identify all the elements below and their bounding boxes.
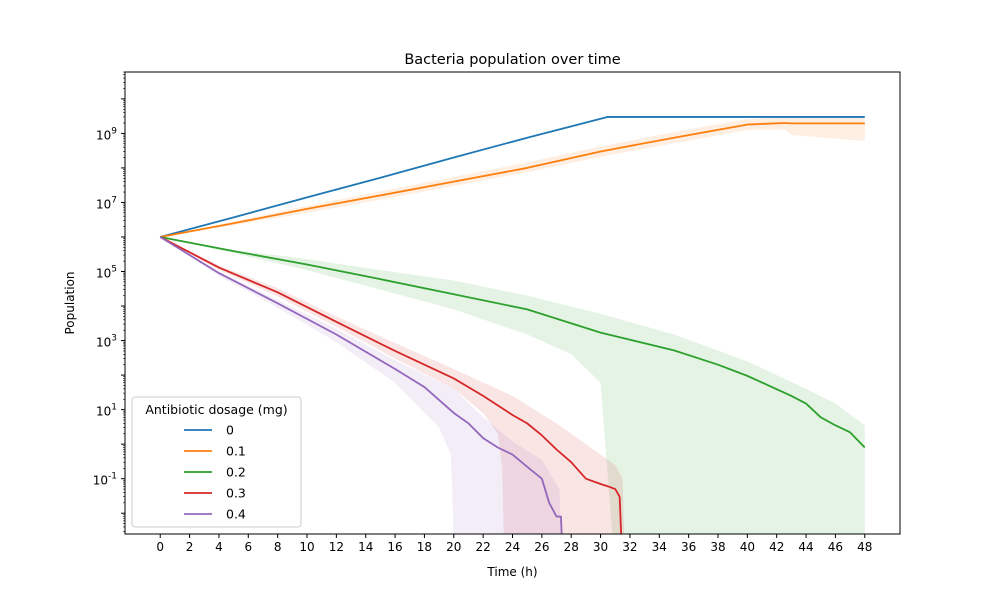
y-axis-label: Population: [63, 271, 77, 334]
x-tick-label: 40: [740, 540, 755, 554]
x-tick-label: 48: [857, 540, 872, 554]
legend-label: 0.2: [226, 465, 246, 480]
series-line-4: [159, 236, 563, 535]
x-axis: 0 2 4 6 8 10 12 14 16 18 20 22 24 26 28 30 32 34 36 38 40 42 4…: [156, 534, 872, 554]
series-lines: [159, 116, 866, 535]
x-tick-label: 16: [387, 540, 402, 554]
x-tick-label: 6: [244, 540, 252, 554]
x-tick-label: 14: [358, 540, 373, 554]
series-line-1: [160, 122, 865, 238]
legend-label: 0.3: [226, 486, 246, 501]
series-line-2: [160, 236, 866, 449]
series-band-1: [160, 116, 865, 237]
x-tick-label: 24: [505, 540, 520, 554]
x-tick-label: 2: [186, 540, 194, 554]
y-tick-label: 101: [96, 403, 117, 419]
x-tick-label: 44: [798, 540, 813, 554]
x-tick-label: 30: [593, 540, 608, 554]
series-band-4: [160, 236, 561, 535]
x-tick-label: 4: [215, 540, 223, 554]
x-tick-label: 38: [710, 540, 725, 554]
legend-label: 0.4: [226, 507, 246, 522]
series-band-3: [160, 236, 625, 535]
legend-box: [131, 396, 302, 528]
legend-label: 0: [226, 423, 234, 438]
x-tick-label: 20: [446, 540, 461, 554]
y-tick-label: 103: [96, 334, 117, 350]
y-axis: 10-1 101 103 105 107 109: [93, 71, 125, 532]
x-tick-label: 22: [476, 540, 491, 554]
legend: Antibiotic dosage (mg) 0 0.1 0.2 0.3 0.4: [131, 396, 302, 528]
series-band-2: [160, 236, 865, 535]
x-tick-label: 26: [534, 540, 549, 554]
confidence-bands: [160, 116, 865, 535]
x-tick-label: 46: [828, 540, 843, 554]
x-tick-label: 12: [329, 540, 344, 554]
y-tick-label: 105: [96, 265, 117, 281]
x-tick-label: 10: [299, 540, 314, 554]
x-tick-label: 18: [417, 540, 432, 554]
series-line-3: [159, 236, 623, 535]
legend-title: Antibiotic dosage (mg): [145, 402, 287, 417]
legend-items: 0 0.1 0.2 0.3 0.4: [184, 423, 246, 522]
legend-label: 0.1: [226, 444, 246, 459]
x-axis-label: Time (h): [486, 565, 537, 579]
x-tick-label: 28: [564, 540, 579, 554]
series-line-0: [159, 116, 865, 238]
x-tick-label: 0: [156, 540, 164, 554]
x-tick-label: 34: [652, 540, 667, 554]
x-tick-label: 36: [681, 540, 696, 554]
y-tick-label: 107: [96, 195, 117, 211]
y-tick-label: 10-1: [93, 472, 117, 488]
y-tick-label: 109: [96, 126, 117, 142]
chart-title: Bacteria population over time: [404, 52, 620, 68]
x-tick-label: 32: [622, 540, 637, 554]
x-tick-label: 8: [274, 540, 282, 554]
x-tick-label: 42: [769, 540, 784, 554]
